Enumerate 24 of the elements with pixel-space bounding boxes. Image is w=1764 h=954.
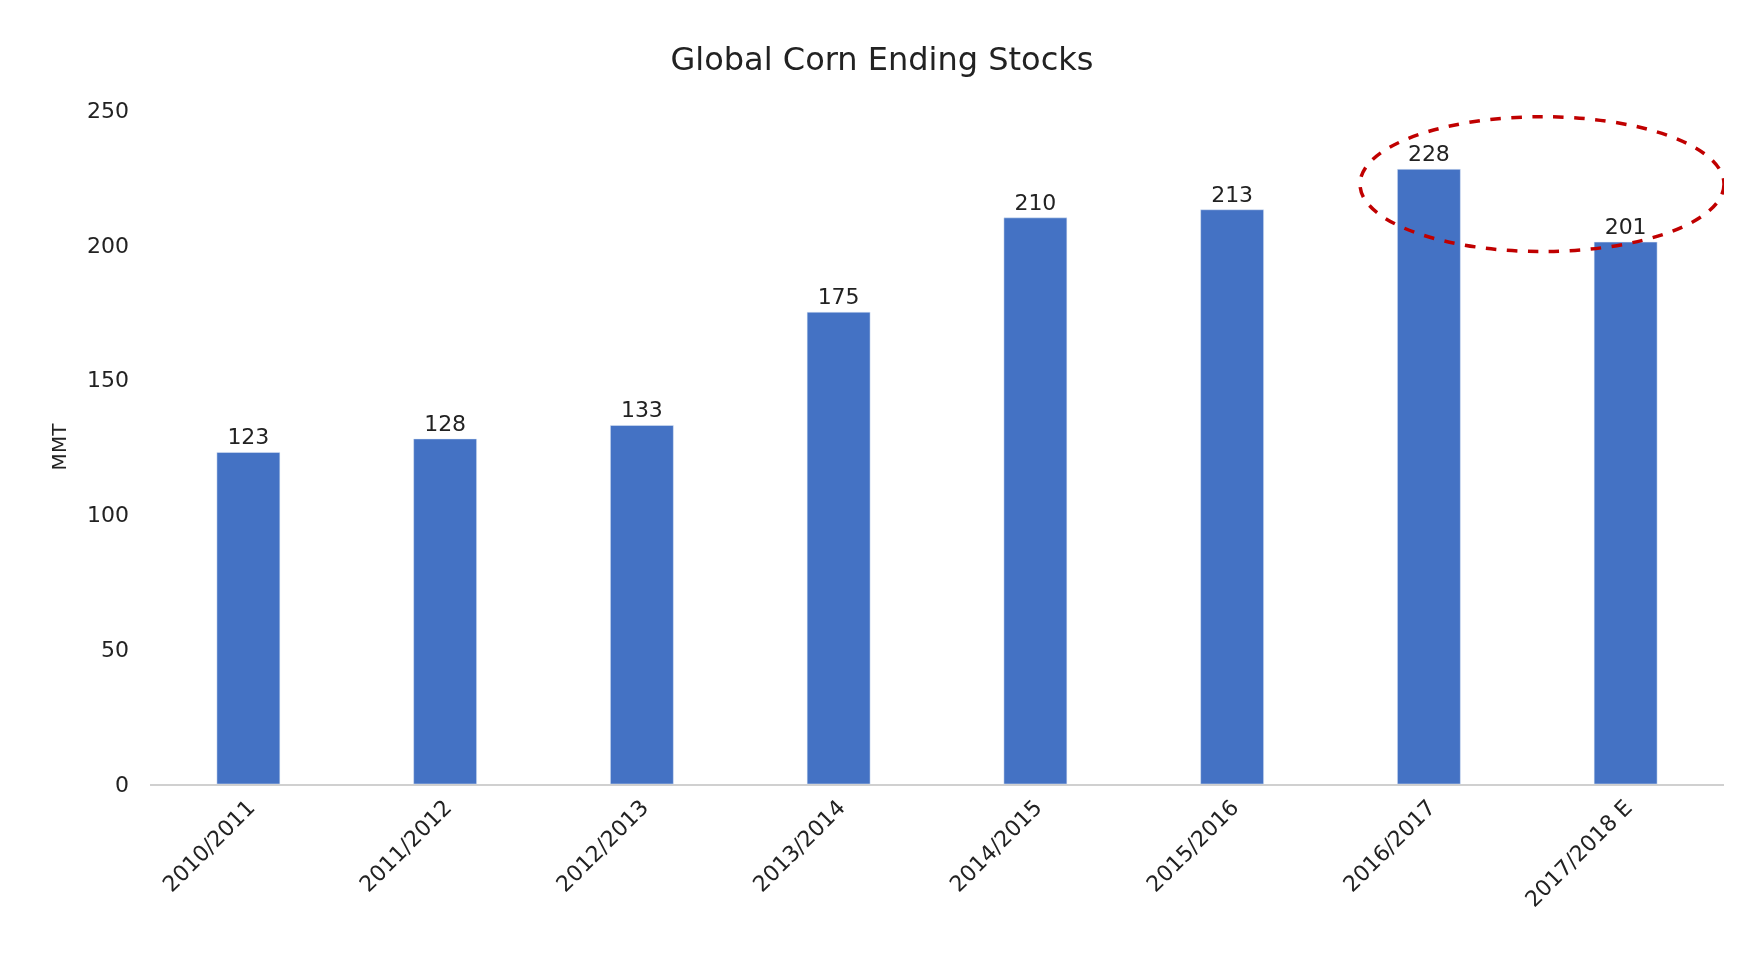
bar — [1200, 209, 1264, 784]
data-label: 210 — [1014, 189, 1057, 215]
bar — [1003, 217, 1068, 784]
bar — [806, 311, 871, 784]
y-tick-label: 0 — [115, 771, 129, 797]
bar — [1397, 169, 1461, 784]
chart-title: Global Corn Ending Stocks — [670, 40, 1094, 79]
bar — [1593, 241, 1658, 784]
y-tick-label: 100 — [87, 502, 129, 528]
bar — [610, 425, 674, 784]
data-label: 175 — [817, 284, 860, 310]
bar — [216, 452, 281, 784]
data-label: 128 — [424, 410, 467, 436]
y-axis-title: MMT — [46, 422, 71, 471]
data-label: 228 — [1407, 141, 1450, 167]
y-tick-label: 50 — [101, 636, 129, 662]
y-tick-label: 150 — [87, 367, 129, 393]
y-tick-label: 250 — [87, 97, 129, 123]
data-label: 213 — [1211, 181, 1254, 207]
data-label: 133 — [620, 397, 663, 423]
y-tick-label: 200 — [87, 232, 129, 258]
data-label: 201 — [1604, 214, 1647, 240]
data-label: 123 — [227, 424, 270, 450]
bar — [413, 438, 477, 784]
